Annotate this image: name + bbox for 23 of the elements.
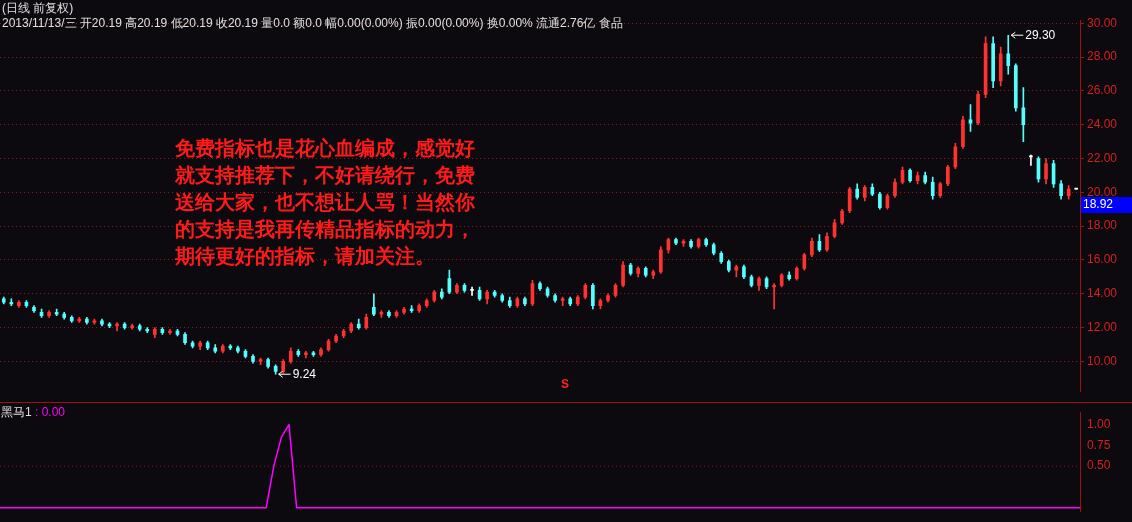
y-tick-label: 1.00 [1087, 416, 1111, 431]
chart-subtitle: 2013/11/13/三 开20.19 高20.19 低20.19 收20.19 量0.0 额0.0 幅0.00(0.00%) 振0.00(0.00%) 换0.00% 流通2.76亿 食品 [2, 16, 623, 31]
y-tick-label: 20.00 [1087, 184, 1118, 199]
y-tick-label: 16.00 [1087, 252, 1118, 267]
chart-title: (日线 前复权) [2, 1, 75, 16]
annotation: 9.24 [292, 366, 317, 381]
y-tick-label: 12.00 [1087, 319, 1118, 334]
y-tick-label: 14.00 [1087, 286, 1118, 301]
y-tick-label: 22.00 [1087, 150, 1118, 165]
y-tick-label: 30.00 [1087, 15, 1118, 30]
chart-title: 黑马1 [1, 405, 32, 419]
annotation: 29.30 [1025, 27, 1056, 42]
text: 18.92 [1083, 197, 1114, 212]
annotation: : 0.00 [34, 405, 66, 419]
y-tick-label: 0.50 [1087, 458, 1111, 473]
y-tick-label: 18.00 [1087, 218, 1118, 233]
y-tick-label: 0.75 [1087, 437, 1111, 452]
annotation: S [560, 377, 570, 392]
annotation: 免费指标也是花心血编成，感觉好就支持推荐下，不好请绕行，免费送给大家，也不想让人骂！当然你的支持是我再传精品指标的动力，期待更好的指标，请加关注。 [174, 136, 476, 269]
y-tick-label: 24.00 [1087, 117, 1118, 132]
y-tick-label: 26.00 [1087, 83, 1118, 98]
y-tick-label: 28.00 [1087, 49, 1118, 64]
y-tick-label: 10.00 [1087, 353, 1118, 368]
